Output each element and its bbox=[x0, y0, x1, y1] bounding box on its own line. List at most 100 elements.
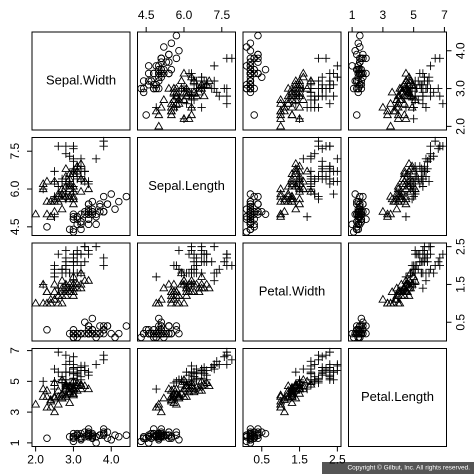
point bbox=[410, 162, 420, 171]
point bbox=[155, 432, 163, 441]
point bbox=[61, 390, 71, 399]
point bbox=[287, 194, 297, 203]
point bbox=[157, 58, 166, 66]
point bbox=[69, 268, 78, 278]
point bbox=[169, 91, 179, 101]
point bbox=[291, 382, 301, 391]
point bbox=[420, 242, 429, 251]
point bbox=[149, 69, 158, 78]
point bbox=[261, 210, 270, 218]
point bbox=[197, 381, 207, 390]
point bbox=[46, 211, 56, 220]
point bbox=[76, 186, 86, 195]
point bbox=[179, 384, 189, 393]
y-tick-label: 7.5 bbox=[8, 143, 22, 160]
point bbox=[73, 329, 81, 338]
point bbox=[157, 322, 166, 330]
point bbox=[184, 113, 194, 122]
point bbox=[57, 375, 67, 385]
point bbox=[61, 163, 71, 172]
point bbox=[291, 83, 301, 92]
point bbox=[325, 99, 335, 108]
point bbox=[92, 329, 100, 338]
point bbox=[73, 333, 81, 342]
point bbox=[84, 215, 93, 224]
point bbox=[50, 177, 59, 186]
point bbox=[426, 141, 435, 151]
point bbox=[393, 98, 403, 107]
panel bbox=[137, 137, 236, 236]
point bbox=[291, 158, 301, 167]
point bbox=[409, 114, 418, 124]
point bbox=[61, 360, 71, 369]
point bbox=[84, 179, 93, 189]
point bbox=[399, 196, 409, 205]
point bbox=[84, 207, 93, 216]
point bbox=[38, 280, 48, 289]
point bbox=[250, 215, 258, 224]
copyright-bar bbox=[322, 462, 474, 474]
point bbox=[246, 210, 255, 218]
point bbox=[144, 432, 153, 441]
point bbox=[147, 77, 155, 85]
variable-label: Sepal.Length bbox=[148, 178, 225, 193]
point bbox=[72, 381, 82, 390]
point bbox=[194, 87, 204, 96]
point bbox=[155, 84, 163, 93]
point bbox=[242, 43, 251, 51]
point bbox=[393, 181, 403, 190]
point bbox=[199, 91, 209, 100]
point bbox=[287, 181, 297, 190]
point bbox=[359, 192, 367, 201]
point bbox=[154, 110, 164, 119]
point bbox=[160, 65, 168, 74]
point bbox=[246, 81, 255, 89]
point bbox=[407, 102, 417, 111]
point bbox=[164, 279, 174, 288]
point bbox=[184, 69, 194, 78]
point bbox=[246, 200, 255, 208]
point bbox=[65, 225, 74, 234]
point bbox=[49, 393, 60, 402]
point bbox=[83, 384, 94, 393]
point bbox=[77, 220, 85, 229]
point bbox=[357, 65, 366, 74]
point bbox=[172, 31, 181, 40]
point bbox=[192, 84, 201, 93]
point bbox=[318, 162, 327, 171]
point bbox=[250, 192, 258, 201]
point bbox=[53, 191, 63, 200]
point bbox=[197, 279, 207, 288]
point bbox=[395, 91, 405, 100]
point bbox=[182, 284, 191, 293]
point bbox=[181, 91, 192, 100]
point bbox=[152, 81, 161, 89]
point bbox=[246, 207, 255, 216]
point bbox=[49, 287, 60, 296]
point bbox=[107, 436, 115, 444]
point bbox=[91, 154, 101, 163]
point bbox=[57, 265, 67, 274]
point bbox=[254, 31, 262, 40]
point bbox=[177, 375, 186, 385]
point bbox=[204, 283, 214, 292]
point bbox=[287, 87, 297, 96]
point bbox=[302, 83, 312, 92]
point bbox=[149, 329, 158, 338]
point bbox=[222, 351, 232, 360]
point bbox=[222, 99, 232, 108]
point bbox=[57, 194, 67, 203]
point bbox=[53, 298, 63, 307]
point bbox=[69, 375, 78, 385]
point bbox=[210, 84, 219, 93]
point bbox=[261, 429, 270, 438]
point bbox=[175, 436, 183, 444]
point bbox=[246, 73, 255, 81]
point bbox=[54, 284, 63, 293]
point bbox=[139, 88, 148, 97]
point bbox=[246, 432, 255, 441]
point bbox=[176, 76, 187, 85]
point bbox=[68, 283, 79, 292]
point bbox=[69, 228, 78, 236]
point bbox=[88, 329, 97, 338]
